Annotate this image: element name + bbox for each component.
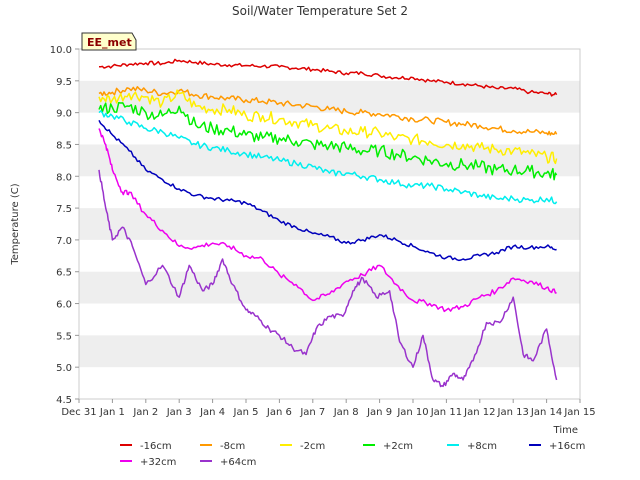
legend-label: -8cm [220,441,245,452]
y-tick-label: 8.5 [56,140,72,151]
x-tick-label: Jan 13 [497,407,529,418]
x-tick-label: Jan 11 [430,407,462,418]
legend-label: +64cm [220,457,256,468]
series-line-+8cm [98,110,558,205]
y-tick-label: 10.0 [50,45,72,56]
series-line-+64cm [98,169,558,388]
grid-band [79,208,580,240]
site-badge: EE_met [81,32,137,51]
y-axis-label: Temperature (C) [10,183,21,265]
site-badge-label: EE_met [87,36,132,49]
x-tick-label: Dec 31 [61,407,96,418]
series-line-+2cm [98,101,558,181]
y-axis-ticks: 4.5 5.0 5.5 6.0 6.5 7.0 7.5 8.0 8.5 9.0 9.5 10.0 [50,45,79,406]
series-line-+16cm [98,119,557,262]
grid-band [79,80,580,113]
y-tick-label: 6.5 [56,268,72,279]
legend-label: +32cm [140,457,176,468]
y-tick-label: 9.5 [56,77,72,88]
x-tick-label: Jan 9 [366,407,392,418]
y-tick-label: 8.0 [56,172,72,183]
plot-background-bands [79,80,580,368]
x-tick-label: Jan 3 [166,407,192,418]
chart-title: Soil/Water Temperature Set 2 [232,4,408,18]
x-tick-label: Jan 15 [563,407,595,418]
y-tick-label: 9.0 [56,109,72,120]
x-tick-label: Jan 14 [530,407,562,418]
x-axis-ticks: Dec 31 Jan 1 Jan 2 Jan 3 Jan 4 Jan 5 Jan 6 Jan … [61,399,596,418]
x-tick-label: Jan 4 [199,407,225,418]
y-tick-label: 6.0 [56,300,72,311]
legend-label: +2cm [383,441,413,452]
y-tick-label: 5.5 [56,331,72,342]
y-tick-label: 7.5 [56,204,72,215]
legend-label: -16cm [140,441,172,452]
site-badge-box [81,32,137,51]
x-tick-label: Jan 5 [233,407,259,418]
x-tick-label: Jan 8 [333,407,359,418]
series-line--8cm [98,86,558,136]
series-line--16cm [99,58,558,97]
x-tick-label: Jan 1 [99,407,125,418]
x-tick-label: Jan 6 [266,407,292,418]
legend-label: -2cm [300,441,325,452]
legend-label: +8cm [467,441,497,452]
series-line--2cm [98,89,558,165]
plot-area [78,48,581,400]
grid-band [79,271,580,304]
legend: -16cm -8cm -2cm +2cm +8cm +16cm +32cm +64cm [120,441,585,468]
x-tick-label: Jan 12 [463,407,495,418]
x-tick-label: Jan 10 [396,407,428,418]
series-line-+32cm [98,128,557,313]
y-tick-label: 4.5 [56,395,72,406]
x-axis-label: Time [553,425,578,436]
x-tick-label: Jan 7 [299,407,325,418]
x-tick-label: Jan 2 [132,407,158,418]
grid-band [79,335,580,368]
y-tick-label: 7.0 [56,236,72,247]
series-lines [98,58,558,388]
y-tick-label: 5.0 [56,363,72,374]
legend-label: +16cm [549,441,585,452]
